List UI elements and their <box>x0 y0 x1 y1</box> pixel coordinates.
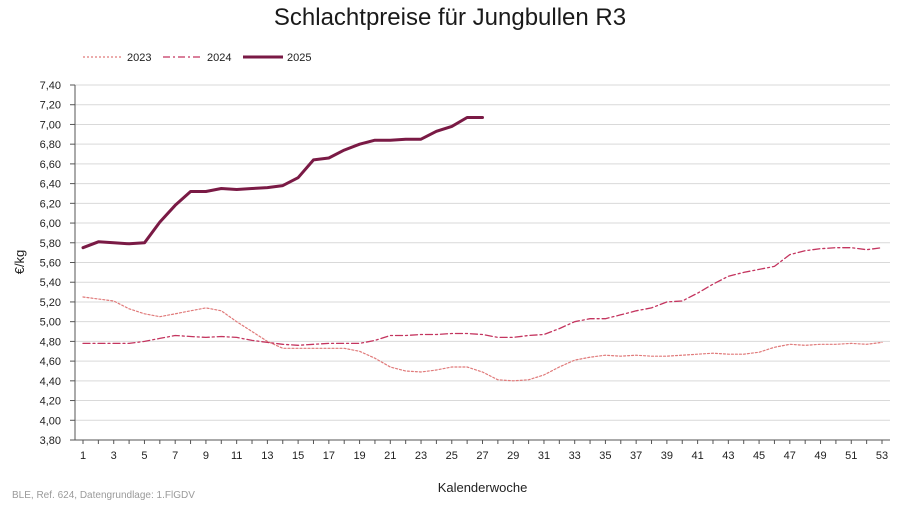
y-tick-label: 4,60 <box>40 356 61 368</box>
y-tick-labels: 3,80 4,00 4,20 4,40 4,60 4,80 5,00 5,20 5,40 5,60… <box>40 80 61 447</box>
y-tick-label: 5,60 <box>40 258 61 270</box>
y-tick-label: 4,80 <box>40 336 61 348</box>
x-tick-label: 11 <box>231 450 242 462</box>
y-tick-label: 7,00 <box>40 119 61 131</box>
x-tick-label: 39 <box>661 450 673 462</box>
y-tick-label: 5,00 <box>40 317 61 329</box>
x-tick-label: 17 <box>323 450 335 462</box>
x-tick-label: 51 <box>845 450 857 462</box>
x-tick-labels: 1 3 5 7 9 11 13 15 17 19 21 23 25 27 29 31 33 35 37 39 41 43 4… <box>80 450 888 462</box>
x-tick-label: 13 <box>261 450 273 462</box>
x-tick-label: 31 <box>538 450 550 462</box>
y-tick-label: 5,80 <box>40 238 61 250</box>
chart-title: Schlachtpreise für Jungbullen R3 <box>273 4 627 31</box>
x-tick-label: 35 <box>599 450 611 462</box>
legend-label-2024: 2024 <box>207 52 231 64</box>
y-tick-label: 6,00 <box>40 218 61 230</box>
x-tick-label: 53 <box>876 450 888 462</box>
legend-label-2025: 2025 <box>287 52 311 64</box>
x-tick-label: 25 <box>446 450 458 462</box>
y-tick-label: 3,80 <box>40 435 61 447</box>
y-axis-label: €/kg <box>12 250 27 275</box>
x-tick-label: 5 <box>141 450 147 462</box>
legend: 2023 2024 2025 <box>83 52 311 64</box>
series-line-2025 <box>81 116 484 250</box>
x-tick-label: 27 <box>476 450 488 462</box>
x-axis-label: Kalenderwoche <box>438 480 528 495</box>
y-tick-label: 5,40 <box>40 277 61 289</box>
y-tick-label: 4,20 <box>40 396 61 408</box>
legend-label-2023: 2023 <box>127 52 151 64</box>
x-tick-label: 37 <box>630 450 642 462</box>
series-line-2024 <box>82 247 883 346</box>
x-tick-label: 19 <box>353 450 365 462</box>
y-tick-label: 6,40 <box>40 179 61 191</box>
y-tick-label: 6,80 <box>40 139 61 151</box>
x-tick-label: 21 <box>384 450 396 462</box>
y-tick-label: 7,20 <box>40 100 61 112</box>
x-tick-label: 49 <box>814 450 826 462</box>
y-tick-label: 7,40 <box>40 80 61 92</box>
x-tick-label: 23 <box>415 450 427 462</box>
x-tick-label: 1 <box>80 450 86 462</box>
x-tick-label: 47 <box>784 450 796 462</box>
y-tick-label: 6,60 <box>40 159 61 171</box>
y-tick-label: 4,40 <box>40 376 61 388</box>
x-tick-label: 45 <box>753 450 765 462</box>
x-tick-label: 3 <box>111 450 117 462</box>
x-tick-label: 15 <box>292 450 304 462</box>
y-tick-label: 5,20 <box>40 297 61 309</box>
gridlines <box>75 84 890 421</box>
x-tick-label: 43 <box>722 450 734 462</box>
x-tick-label: 29 <box>507 450 519 462</box>
x-tick-label: 33 <box>569 450 581 462</box>
y-tick-label: 6,20 <box>40 198 61 210</box>
axes <box>70 84 890 444</box>
series-line-2023 <box>82 296 883 382</box>
x-tick-label: 41 <box>691 450 703 462</box>
source-note: BLE, Ref. 624, Datengrundlage: 1.FlGDV <box>12 490 195 501</box>
y-tick-label: 4,00 <box>40 415 61 427</box>
series-lines <box>81 116 883 382</box>
x-tick-label: 7 <box>172 450 178 462</box>
x-tick-label: 9 <box>203 450 209 462</box>
